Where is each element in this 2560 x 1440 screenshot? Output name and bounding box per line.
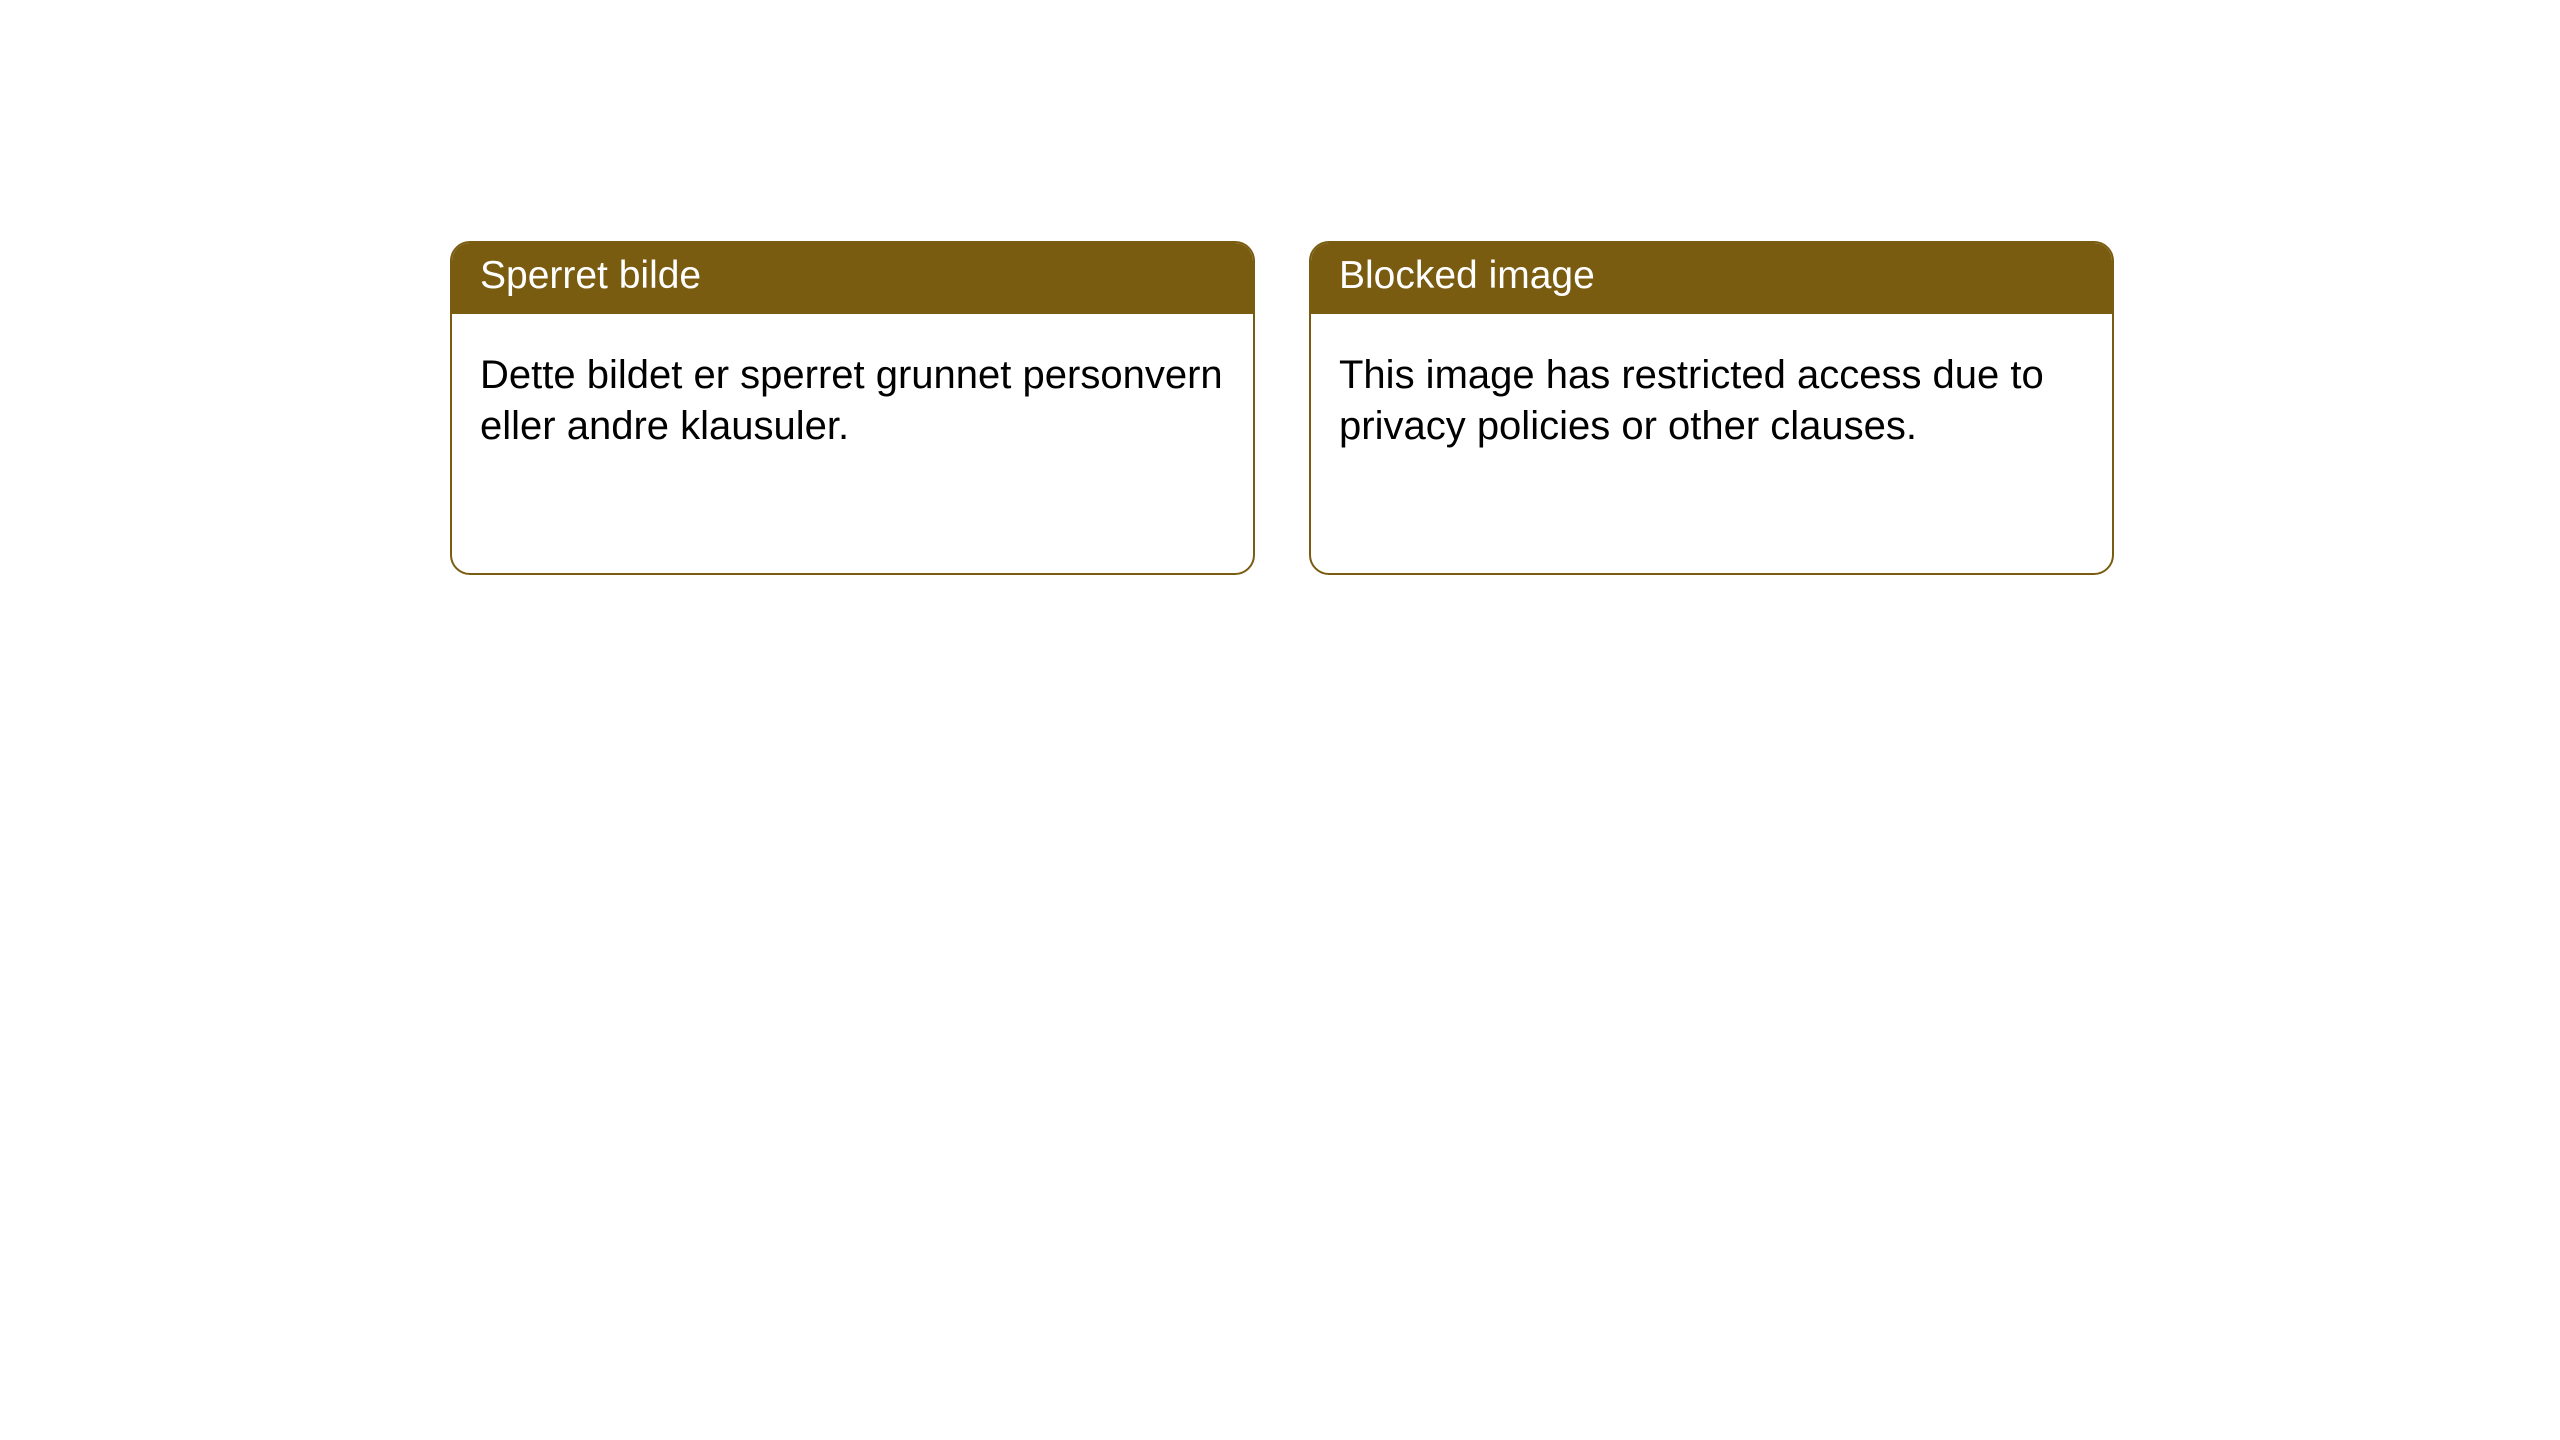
notice-cards-container: Sperret bilde Dette bildet er sperret gr… [0, 0, 2560, 575]
card-body-english: This image has restricted access due to … [1311, 314, 2112, 480]
blocked-image-card-english: Blocked image This image has restricted … [1309, 241, 2114, 575]
blocked-image-card-norwegian: Sperret bilde Dette bildet er sperret gr… [450, 241, 1255, 575]
card-title-norwegian: Sperret bilde [452, 243, 1253, 314]
card-title-english: Blocked image [1311, 243, 2112, 314]
card-body-norwegian: Dette bildet er sperret grunnet personve… [452, 314, 1253, 480]
